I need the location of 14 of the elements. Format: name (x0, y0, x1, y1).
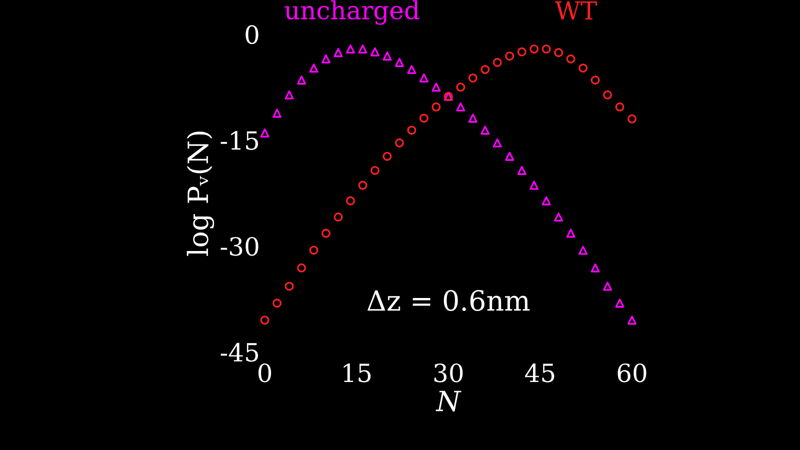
y-tick-label: 0 (246, 25, 258, 44)
series-label: uncharged (284, 0, 420, 25)
x-axis-title: N (436, 390, 462, 412)
y-tick-label: -45 (220, 342, 258, 362)
y-axis-title: log Pᵥ(N) (186, 132, 214, 256)
series-label: WT (554, 1, 597, 20)
y-tick-label: -30 (220, 236, 258, 256)
y-tick-label: -15 (220, 131, 258, 150)
x-tick-label: 0 (258, 363, 272, 382)
x-tick-label: 60 (618, 363, 646, 382)
x-tick-label: 45 (525, 363, 554, 382)
x-tick-label: 15 (344, 363, 371, 382)
x-tick-label: 30 (434, 363, 463, 382)
annotation: Δz = 0.6nm (367, 290, 530, 311)
